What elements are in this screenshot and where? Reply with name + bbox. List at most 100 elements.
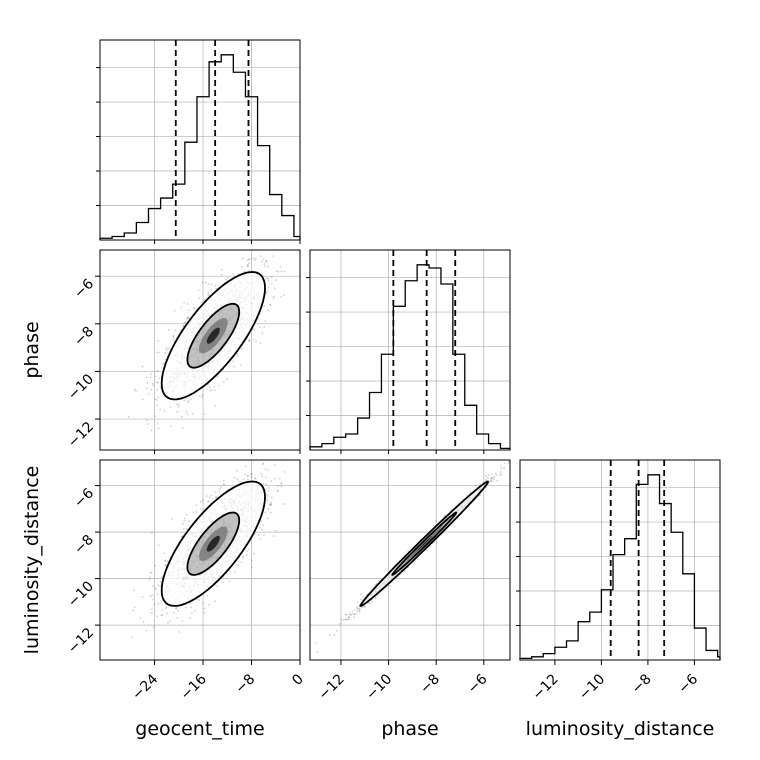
- sample-point: [264, 320, 267, 323]
- sample-point: [214, 284, 217, 287]
- sample-point: [178, 403, 180, 406]
- sample-point: [245, 554, 248, 557]
- sample-point: [374, 597, 377, 600]
- sample-point: [173, 338, 175, 341]
- sample-point: [161, 576, 164, 578]
- sample-point: [513, 459, 515, 461]
- sample-point: [193, 307, 195, 310]
- sample-point: [265, 476, 267, 479]
- sample-point: [171, 518, 174, 520]
- sample-point: [264, 265, 267, 268]
- sample-point: [236, 354, 239, 357]
- sample-point: [248, 339, 251, 341]
- sample-point: [241, 257, 244, 260]
- sample-point: [356, 601, 359, 603]
- sample-point: [356, 607, 359, 610]
- sample-point: [490, 480, 492, 482]
- sample-point: [168, 328, 170, 331]
- contour-line-0: [391, 511, 458, 576]
- sample-point: [151, 382, 154, 385]
- sample-point: [175, 607, 178, 609]
- density-fill-3: [206, 327, 220, 344]
- sample-point: [348, 612, 351, 615]
- histogram-step-luminosity_distance: [519, 474, 721, 660]
- sample-point: [507, 460, 510, 463]
- sample-point: [186, 317, 189, 320]
- sample-point: [220, 268, 223, 271]
- sample-point: [158, 377, 161, 380]
- sample-point: [253, 328, 255, 331]
- sample-point: [156, 389, 158, 392]
- sample-point: [248, 339, 251, 342]
- sample-point: [154, 375, 157, 378]
- sample-point: [348, 618, 350, 621]
- sample-point: [254, 257, 257, 260]
- sample-point: [176, 410, 179, 413]
- sample-point: [346, 618, 349, 621]
- sample-point: [200, 508, 203, 511]
- sample-point: [194, 609, 197, 612]
- sample-point: [165, 347, 168, 350]
- x-axis-label-luminosity_distance: luminosity_distance: [526, 718, 715, 740]
- sample-point: [186, 413, 189, 415]
- scatter-panel-geocent_time-luminosity_distance: [99, 457, 308, 661]
- sample-point: [146, 387, 148, 390]
- sample-point: [190, 612, 193, 614]
- sample-point: [357, 607, 360, 610]
- sample-point: [158, 351, 161, 354]
- sample-point: [186, 302, 189, 305]
- sample-point: [306, 457, 308, 459]
- sample-point: [155, 589, 158, 591]
- sample-point: [139, 616, 142, 619]
- sample-point: [270, 511, 272, 514]
- sample-point: [250, 566, 253, 568]
- sample-point: [157, 427, 160, 430]
- sample-point: [222, 479, 225, 482]
- contour-line-1: [359, 480, 490, 608]
- sample-point: [316, 651, 319, 654]
- histogram-panel-geocent_time: [96, 39, 301, 241]
- sample-point: [262, 524, 265, 527]
- sample-point: [157, 602, 160, 605]
- sample-point: [183, 301, 185, 304]
- panel-frame: [99, 459, 301, 661]
- sample-point: [195, 598, 198, 601]
- sample-point: [374, 596, 377, 599]
- sample-point: [339, 622, 342, 625]
- sample-point: [201, 281, 204, 284]
- sample-point: [180, 415, 183, 418]
- sample-point: [172, 336, 175, 339]
- sample-point: [262, 462, 265, 465]
- sample-point: [491, 477, 493, 479]
- sample-point: [262, 463, 264, 466]
- density-fill-3: [206, 535, 220, 552]
- sample-point: [202, 602, 204, 604]
- histogram-step-geocent_time: [99, 54, 301, 240]
- sample-point: [361, 606, 363, 609]
- sample-point: [148, 578, 151, 581]
- sample-point: [264, 468, 267, 471]
- sample-point: [201, 393, 204, 396]
- sample-point: [416, 558, 419, 561]
- sample-point: [210, 283, 213, 286]
- sample-point: [262, 258, 265, 261]
- sample-point: [276, 484, 279, 487]
- sample-point: [244, 465, 247, 468]
- sample-point: [247, 474, 250, 477]
- x-tick-label-luminosity_distance: −10: [576, 671, 608, 703]
- sample-point: [254, 259, 256, 262]
- sample-point: [169, 406, 172, 408]
- x-tick-label-geocent_time: −8: [232, 671, 258, 697]
- contour-line-0: [186, 302, 241, 369]
- sample-point: [188, 520, 191, 523]
- sample-point: [153, 398, 156, 401]
- sample-point: [183, 321, 186, 324]
- sample-point: [182, 325, 185, 327]
- sample-point: [207, 500, 210, 503]
- sample-point: [259, 538, 262, 540]
- sample-point: [244, 236, 246, 238]
- sample-point: [266, 290, 269, 293]
- sample-point: [251, 472, 253, 475]
- sample-point: [181, 620, 184, 623]
